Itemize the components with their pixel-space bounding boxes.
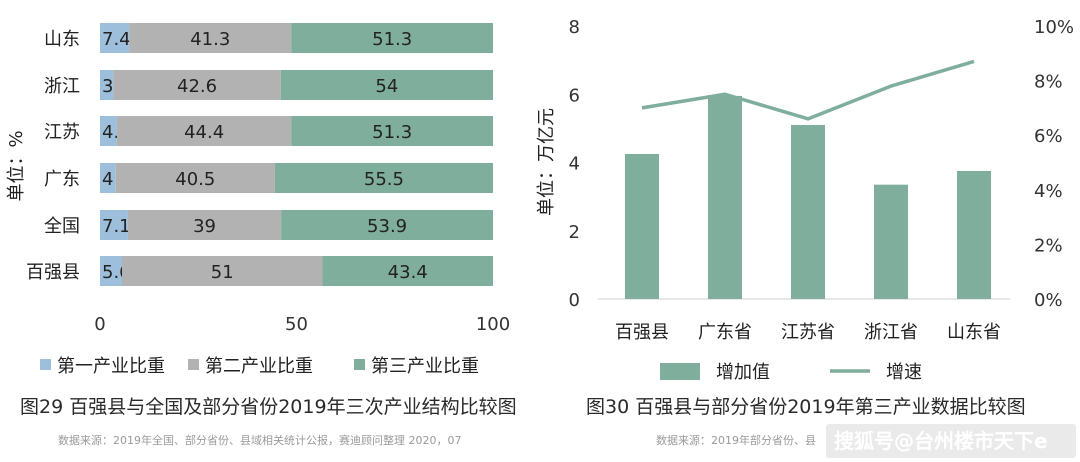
- y-axis-unit-label: 单位：%: [6, 130, 27, 201]
- data-label: 55.5: [364, 169, 404, 190]
- x-tick-label: 100: [476, 314, 510, 335]
- legend-swatch: [40, 359, 51, 370]
- legend-label: 第二产业比重: [205, 356, 313, 377]
- bar: [874, 184, 908, 299]
- category-label: 山东: [44, 29, 80, 50]
- legend-label: 增速: [886, 362, 922, 383]
- data-label: 42.6: [177, 76, 217, 97]
- watermark-text: 搜狐号@台州楼市天下e: [834, 429, 1048, 453]
- data-label: 44.4: [184, 122, 224, 143]
- bar-segment: [116, 116, 292, 146]
- data-label: 40.5: [175, 169, 215, 190]
- y-tick-label: 0: [569, 290, 580, 311]
- legend-label: 第一产业比重: [57, 356, 165, 377]
- legend-swatch: [354, 359, 365, 370]
- bar-segment: [322, 256, 493, 286]
- y-tick-label: 6: [569, 85, 580, 106]
- y2-tick-label: 10%: [1034, 17, 1074, 38]
- x-tick-label: 50: [285, 314, 308, 335]
- source-note: 数据来源：2019年全国、部分省份、县域相关统计公报，赛迪顾问整理 2020，0…: [58, 433, 461, 447]
- bar-segment: [100, 256, 123, 286]
- y2-tick-label: 2%: [1034, 235, 1063, 256]
- category-label: 江苏: [44, 122, 80, 143]
- bar: [708, 95, 742, 299]
- category-label: 全国: [44, 216, 80, 237]
- watermark: 搜狐号@台州楼市天下e: [826, 424, 1076, 458]
- bar-segment: [281, 210, 493, 240]
- data-label: 7.4: [102, 29, 131, 50]
- bar-segment: [291, 23, 493, 53]
- line-series: [641, 59, 975, 121]
- chart-caption: 图29 百强县与全国及部分省份2019年三次产业结构比较图: [20, 396, 517, 418]
- category-label: 广东省: [698, 322, 752, 343]
- data-label: 41.3: [190, 29, 230, 50]
- data-label: 51: [211, 262, 234, 283]
- legend-swatch: [188, 359, 199, 370]
- y-tick-label: 4: [569, 154, 580, 175]
- y2-tick-label: 8%: [1034, 72, 1063, 93]
- data-label: 43.4: [388, 262, 428, 283]
- data-label: 51.3: [372, 29, 412, 50]
- y2-tick-label: 4%: [1034, 181, 1063, 202]
- data-label: 7.1: [102, 216, 131, 237]
- bar-segment: [100, 116, 117, 146]
- legend-label: 第三产业比重: [371, 356, 479, 377]
- bar-segment: [280, 70, 493, 100]
- x-tick-label: 0: [94, 314, 105, 335]
- bar-segment: [100, 163, 116, 193]
- bar: [791, 124, 825, 300]
- bar-segment: [122, 256, 323, 286]
- bar: [957, 171, 991, 299]
- data-label: 51.3: [372, 122, 412, 143]
- y2-tick-label: 6%: [1034, 126, 1063, 147]
- bar-segment: [274, 163, 493, 193]
- legend-swatch-bar: [660, 363, 700, 380]
- combo-bar-line-chart: 单位：万亿元 0 2 4 6 8 0% 2% 4% 6% 8% 10% 百强县 广东省 江苏省 浙江省 山…: [536, 17, 1074, 447]
- chart-caption: 图30 百强县与部分省份2019年第三产业数据比较图: [586, 396, 1026, 418]
- source-note: 数据来源：2019年部分省份、县: [656, 433, 816, 447]
- category-label: 山东省: [947, 322, 1001, 343]
- data-label: 39: [193, 216, 216, 237]
- bar-segment: [127, 210, 282, 240]
- category-label: 浙江: [44, 76, 80, 97]
- legend-label: 增加值: [716, 362, 770, 383]
- category-label: 广东: [44, 169, 80, 190]
- bar-segment: [100, 23, 130, 53]
- category-label: 江苏省: [781, 322, 835, 343]
- category-label: 百强县: [26, 262, 80, 283]
- category-label: 百强县: [615, 322, 669, 343]
- data-label: 53.9: [367, 216, 407, 237]
- y2-tick-label: 0%: [1034, 290, 1063, 311]
- y-tick-label: 8: [569, 17, 580, 38]
- bar-segment: [129, 23, 292, 53]
- category-label: 浙江省: [864, 322, 918, 343]
- bar-segment: [291, 116, 493, 146]
- bar: [625, 153, 659, 299]
- y-axis-unit-label: 单位：万亿元: [536, 108, 557, 216]
- data-label: 54: [375, 76, 398, 97]
- bar-segment: [115, 163, 275, 193]
- bar-segment: [113, 70, 281, 100]
- bar-segment: [100, 70, 114, 100]
- bar-segment: [100, 210, 128, 240]
- y-tick-label: 2: [569, 222, 580, 243]
- data-label: 4: [102, 169, 113, 190]
